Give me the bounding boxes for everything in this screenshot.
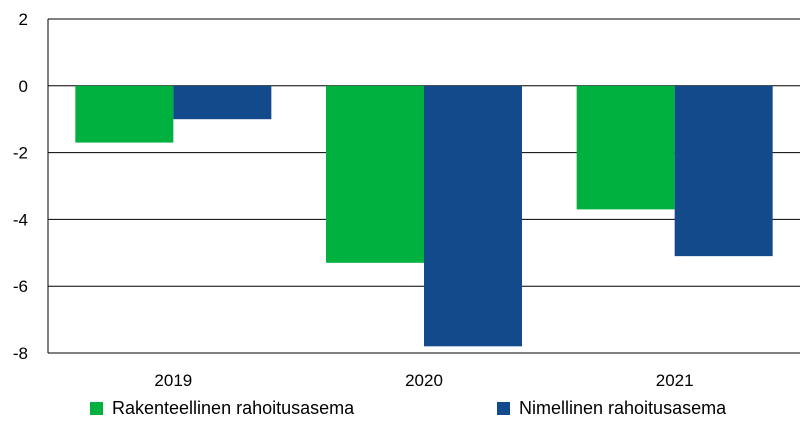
y-axis-ticks: 2 0 -2 -4 -6 -8 (13, 10, 28, 363)
legend: Rakenteellinen rahoitusasema Nimellinen … (0, 398, 801, 422)
x-tick-label-2019: 2019 (154, 371, 192, 390)
legend-label-nimellinen: Nimellinen rahoitusasema (519, 398, 727, 418)
legend-swatch-rakenteellinen (90, 402, 103, 415)
bar-2020-series-1 (424, 85, 522, 347)
bar-2019-series-0 (75, 85, 174, 143)
x-axis-ticks: 2019 2020 2021 (154, 371, 693, 390)
y-tick-label: 2 (19, 10, 28, 29)
x-tick-label-2021: 2021 (656, 371, 694, 390)
y-tick-label: -8 (13, 344, 28, 363)
bar-2021-series-0 (576, 85, 675, 210)
legend-swatch-nimellinen (497, 402, 510, 415)
legend-item-nimellinen: Nimellinen rahoitusasema (497, 398, 726, 419)
bar-2019-series-1 (173, 85, 272, 120)
legend-label-rakenteellinen: Rakenteellinen rahoitusasema (112, 398, 355, 418)
bar-2021-series-1 (674, 85, 773, 257)
y-tick-label: -4 (13, 210, 28, 229)
y-tick-label: -2 (13, 144, 28, 163)
bar-2020-series-0 (326, 85, 424, 263)
bars (75, 85, 773, 347)
y-tick-label: -6 (13, 277, 28, 296)
x-tick-label-2020: 2020 (405, 371, 443, 390)
legend-item-rakenteellinen: Rakenteellinen rahoitusasema (90, 398, 354, 419)
y-tick-label: 0 (19, 77, 28, 96)
